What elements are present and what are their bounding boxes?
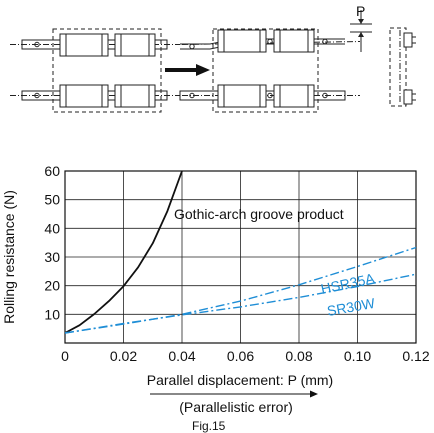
chart-grid bbox=[65, 171, 416, 343]
rail-bottom-right bbox=[179, 84, 360, 108]
table-outline-left bbox=[52, 28, 162, 113]
plot-frame bbox=[64, 170, 417, 344]
figure-caption: Fig.15 bbox=[192, 419, 226, 433]
y-tick-label: 60 bbox=[44, 163, 60, 179]
y-tick-label: 20 bbox=[44, 278, 60, 294]
y-tick-label: 40 bbox=[44, 220, 60, 236]
y-axis-label: Rolling resistance (N) bbox=[1, 190, 17, 324]
rail-bottom-left bbox=[10, 84, 180, 108]
sr30w-series-line bbox=[64, 273, 417, 334]
y-tick-label: 50 bbox=[44, 192, 60, 208]
chart: 0 0.02 0.04 0.06 0.08 0.10 0.12 10 20 30 40 50 60 Go… bbox=[1, 163, 430, 433]
x-tick-label: 0.12 bbox=[402, 348, 429, 364]
y-tick-label: 10 bbox=[44, 306, 60, 322]
x-tick-label: 0.02 bbox=[110, 348, 137, 364]
table-outline-right bbox=[212, 28, 319, 113]
x-tick-label: 0.08 bbox=[285, 348, 312, 364]
rail-top-right bbox=[180, 29, 361, 53]
rail-top-left bbox=[10, 33, 180, 57]
x-tick-label: 0.04 bbox=[168, 348, 195, 364]
series-layer bbox=[64, 170, 417, 334]
parallelistic-error-note: (Parallelistic error) bbox=[179, 399, 293, 415]
x-tick-label: 0.10 bbox=[344, 348, 371, 364]
gothic-arch-series-line bbox=[64, 170, 183, 334]
p-dimension-marker bbox=[350, 10, 372, 52]
schematic-diagram bbox=[10, 10, 416, 113]
x-axis-label: Parallel displacement: P (mm) bbox=[147, 372, 333, 388]
p-label: P bbox=[356, 3, 365, 19]
y-tick-label: 30 bbox=[44, 249, 60, 265]
shift-arrow bbox=[165, 64, 210, 76]
sr30w-series-label: SR30W bbox=[326, 295, 377, 319]
note-arrow bbox=[150, 390, 318, 398]
gothic-series-label: Gothic-arch groove product bbox=[174, 206, 344, 222]
x-tick-label: 0.06 bbox=[227, 348, 254, 364]
end-view bbox=[389, 27, 416, 107]
hsr35a-series-label: HSR35A bbox=[319, 270, 376, 297]
x-tick-label: 0 bbox=[61, 348, 69, 364]
tick-labels: 0 0.02 0.04 0.06 0.08 0.10 0.12 10 20 30 40 50 60 bbox=[44, 163, 429, 364]
